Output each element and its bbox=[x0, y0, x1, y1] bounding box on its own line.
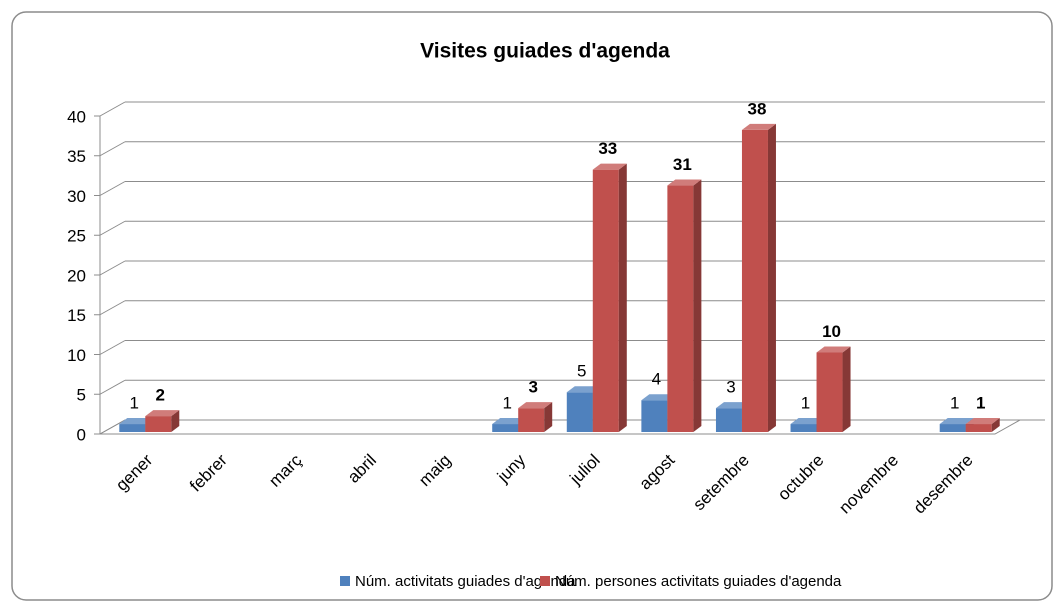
bar bbox=[518, 408, 545, 432]
bar-top bbox=[518, 402, 553, 409]
bar-top bbox=[492, 418, 527, 425]
y-tick-label: 15 bbox=[67, 306, 86, 325]
bar-top bbox=[741, 123, 776, 130]
y-tick-label: 20 bbox=[67, 266, 86, 285]
y-tick-label: 5 bbox=[77, 386, 86, 405]
y-tick-label: 0 bbox=[77, 425, 86, 444]
bar bbox=[119, 424, 146, 432]
legend-swatch bbox=[340, 576, 350, 586]
data-label: 2 bbox=[156, 386, 165, 405]
bar-top bbox=[592, 163, 627, 170]
bar-top bbox=[566, 386, 601, 393]
data-label: 10 bbox=[822, 322, 841, 341]
bar bbox=[492, 424, 519, 432]
data-label: 5 bbox=[577, 362, 586, 381]
bar-top bbox=[667, 179, 702, 186]
data-label: 33 bbox=[598, 139, 617, 158]
legend-swatch bbox=[540, 576, 550, 586]
bar-top bbox=[119, 418, 154, 425]
chart-frame bbox=[11, 11, 1053, 601]
legend-label: Núm. activitats guiades d'agenda bbox=[355, 573, 576, 590]
bar bbox=[145, 416, 172, 432]
y-tick-label: 10 bbox=[67, 346, 86, 365]
bar bbox=[566, 392, 593, 432]
data-label: 1 bbox=[950, 394, 959, 413]
data-label: 1 bbox=[976, 394, 985, 413]
data-label: 1 bbox=[502, 394, 511, 413]
grid-line-side bbox=[99, 220, 126, 236]
legend-label: Núm. persones activitats guiades d'agend… bbox=[555, 573, 842, 590]
bar-side bbox=[767, 123, 776, 433]
bar bbox=[939, 424, 966, 432]
bar-side bbox=[544, 402, 553, 432]
grid-line-side bbox=[99, 181, 126, 196]
bar bbox=[816, 352, 843, 432]
bar-side bbox=[991, 418, 1000, 432]
data-label: 3 bbox=[726, 378, 735, 397]
bar-top bbox=[641, 394, 676, 401]
floor bbox=[98, 419, 1022, 435]
grid-line-side bbox=[99, 419, 126, 435]
grid-line-side bbox=[99, 379, 126, 395]
grid-line-side bbox=[99, 101, 126, 117]
y-tick-label: 35 bbox=[67, 147, 86, 166]
y-tick-label: 40 bbox=[67, 107, 86, 126]
data-label: 31 bbox=[673, 155, 692, 174]
bar-top bbox=[790, 418, 825, 425]
chart-title: Visites guiades d'agenda bbox=[420, 40, 670, 63]
bar bbox=[641, 400, 668, 432]
data-label: 3 bbox=[528, 378, 537, 397]
bar-top bbox=[939, 418, 974, 425]
grid-line-side bbox=[99, 260, 126, 276]
bar bbox=[592, 169, 619, 432]
data-label: 38 bbox=[747, 99, 766, 118]
data-label: 1 bbox=[801, 394, 810, 413]
bar-top bbox=[965, 418, 1000, 425]
bar-side bbox=[618, 163, 627, 432]
bar bbox=[667, 185, 694, 432]
bar-side bbox=[171, 410, 180, 432]
grid-line-side bbox=[99, 340, 126, 355]
grid-line-side bbox=[99, 141, 126, 157]
bar-top bbox=[145, 410, 180, 417]
y-tick-label: 25 bbox=[67, 227, 86, 246]
grid-line-side bbox=[99, 300, 126, 316]
bar-side bbox=[842, 346, 851, 432]
y-tick-label: 30 bbox=[67, 187, 86, 206]
bar-top bbox=[715, 402, 750, 409]
bar-top bbox=[816, 346, 851, 353]
data-label: 4 bbox=[652, 370, 661, 389]
bar bbox=[790, 424, 817, 432]
bar bbox=[715, 408, 742, 432]
bar-side bbox=[693, 179, 702, 432]
data-label: 1 bbox=[130, 394, 139, 413]
bar bbox=[965, 424, 992, 432]
bar bbox=[741, 129, 768, 432]
